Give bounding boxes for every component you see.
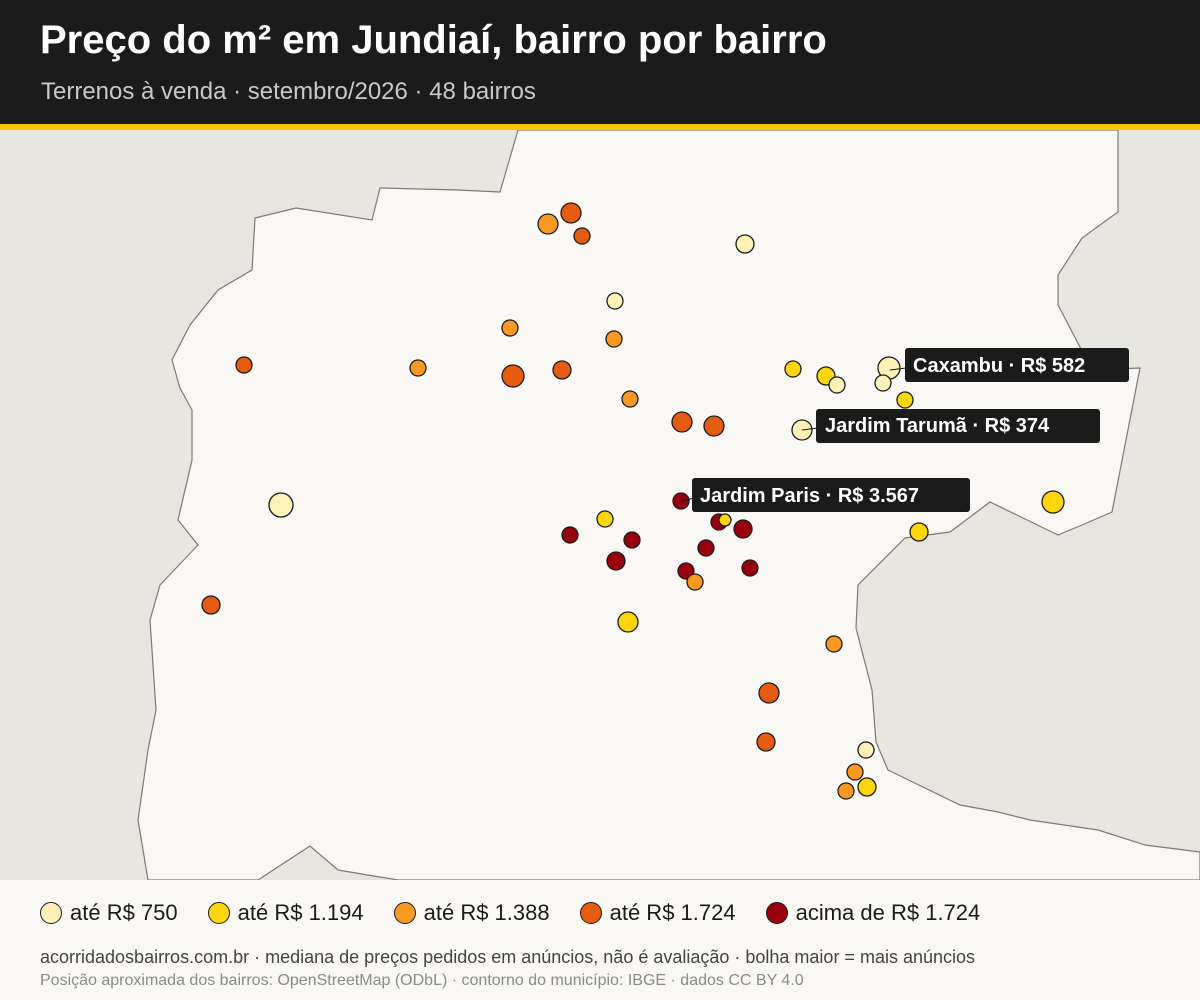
legend-swatch [765, 902, 788, 924]
neighborhood-bubble [671, 411, 693, 433]
callout-leader [680, 497, 695, 502]
legend-swatch [207, 902, 230, 924]
legend-swatch [40, 902, 62, 924]
neighborhood-bubble [617, 611, 639, 633]
neighborhood-bubble [825, 635, 843, 653]
neighborhood-bubble [621, 390, 639, 408]
legend-label: até R$ 1.388 [423, 900, 550, 925]
neighborhood-bubble [605, 330, 623, 348]
neighborhood-bubble [596, 510, 614, 528]
callout-box [905, 348, 1129, 382]
neighborhood-bubble [758, 682, 780, 704]
callout-label: Jardim Paris · R$ 3.567 [700, 485, 919, 507]
legend-item-c5: acima de R$ 1.724 [765, 900, 981, 926]
legend-label: até R$ 1.194 [237, 900, 364, 925]
legend-item-c2: até R$ 1.194 [207, 900, 364, 926]
neighborhood-bubble [268, 492, 294, 518]
legend: até R$ 750 até R$ 1.194 até R$ 1.388 até… [40, 896, 1010, 930]
neighborhood-bubble [552, 360, 572, 380]
legend-label: até R$ 750 [70, 900, 178, 925]
neighborhood-bubble [573, 227, 591, 245]
neighborhood-bubble [501, 319, 519, 337]
neighborhood-bubble [837, 782, 855, 800]
neighborhood-bubble [874, 374, 892, 392]
page-subtitle: Terrenos à venda · setembro/2026 · 48 ba… [41, 78, 536, 105]
callout-box [692, 478, 970, 512]
neighborhood-bubble [857, 741, 875, 759]
neighborhood-bubble [735, 234, 755, 254]
legend-item-c1: até R$ 750 [40, 900, 178, 926]
footer-source: acorridadosbairros.com.br · mediana de p… [40, 947, 976, 967]
neighborhood-bubble [703, 415, 725, 437]
callout-caxambu: Caxambu · R$ 582 [889, 348, 1129, 382]
callout-jardim-taruma: Jardim Tarumã · R$ 374 [801, 409, 1100, 443]
legend-item-c3: até R$ 1.388 [393, 900, 550, 926]
footer-credits: Posição aproximada dos bairros: OpenStre… [40, 972, 804, 989]
municipality-boundary [137, 130, 1200, 880]
neighborhood-bubble [561, 526, 579, 544]
neighborhood-bubble [201, 595, 221, 615]
callout-leader [801, 427, 819, 431]
neighborhood-bubbles [201, 202, 1065, 800]
legend-swatch [393, 902, 416, 924]
callouts: Caxambu · R$ 582 Jardim Tarumã · R$ 374 … [680, 348, 1129, 512]
neighborhood-bubble [623, 531, 641, 549]
header: Preço do m² em Jundiaí, bairro por bairr… [0, 0, 1200, 130]
neighborhood-bubble [756, 732, 776, 752]
neighborhood-bubble [857, 777, 877, 797]
neighborhood-bubble [741, 559, 759, 577]
callout-jardim-paris: Jardim Paris · R$ 3.567 [680, 478, 970, 512]
neighborhood-bubble [828, 376, 846, 394]
legend-swatch [579, 902, 602, 924]
neighborhood-bubble [896, 391, 914, 409]
neighborhood-bubble [560, 202, 582, 224]
neighborhood-bubble [537, 213, 559, 235]
page-title: Preço do m² em Jundiaí, bairro por bairr… [40, 18, 827, 62]
neighborhood-bubble [733, 519, 753, 539]
map: Caxambu · R$ 582 Jardim Tarumã · R$ 374 … [0, 130, 1200, 880]
neighborhood-bubble [697, 539, 715, 557]
neighborhood-bubble [909, 522, 929, 542]
legend-item-c4: até R$ 1.724 [579, 900, 736, 926]
callout-label: Jardim Tarumã · R$ 374 [825, 415, 1050, 437]
neighborhood-bubble [501, 364, 525, 388]
legend-label: acima de R$ 1.724 [795, 900, 981, 925]
neighborhood-bubble [606, 292, 624, 310]
neighborhood-bubble [784, 360, 802, 378]
callout-box [816, 409, 1100, 443]
neighborhood-bubble [606, 551, 626, 571]
neighborhood-bubble [1041, 490, 1065, 514]
callout-label: Caxambu · R$ 582 [913, 355, 1085, 377]
legend-label: até R$ 1.724 [609, 900, 736, 925]
neighborhood-bubble [846, 763, 864, 781]
neighborhood-bubble [718, 513, 732, 527]
neighborhood-bubble [686, 573, 704, 591]
neighborhood-bubble [235, 356, 253, 374]
neighborhood-bubble [409, 359, 427, 377]
callout-leader [889, 367, 907, 371]
